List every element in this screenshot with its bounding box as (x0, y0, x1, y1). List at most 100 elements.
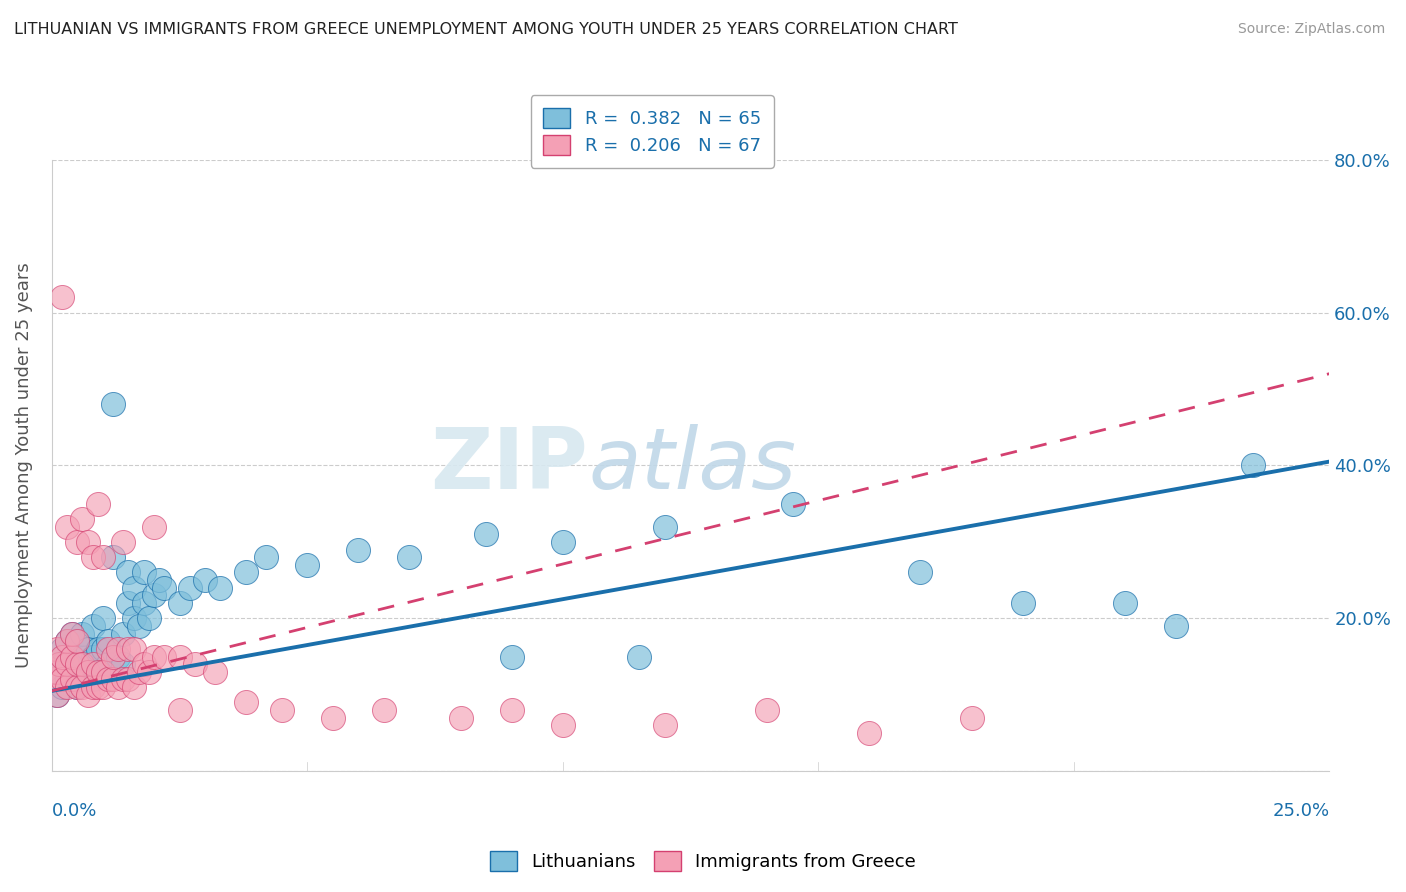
Point (60, 673, 83, 687)
Point (76, 673, 98, 687)
Point (82, 649, 104, 664)
Point (66, 657, 89, 672)
Point (51, 641, 73, 656)
Point (101, 550, 124, 565)
Point (628, 649, 651, 664)
Text: LITHUANIAN VS IMMIGRANTS FROM GREECE UNEMPLOYMENT AMONG YOUTH UNDER 25 YEARS COR: LITHUANIAN VS IMMIGRANTS FROM GREECE UNE… (14, 22, 957, 37)
Text: atlas: atlas (588, 424, 796, 507)
Point (45, 641, 67, 656)
Point (56, 519, 79, 533)
Point (1011, 596, 1033, 610)
Point (91, 611, 114, 625)
Point (148, 573, 170, 587)
Point (138, 665, 160, 679)
Point (101, 397, 124, 411)
Point (87, 680, 110, 694)
Point (82, 673, 104, 687)
Point (270, 703, 292, 717)
Point (76, 688, 98, 702)
Point (60, 673, 83, 687)
Point (87, 665, 110, 679)
Point (654, 519, 676, 533)
Point (551, 718, 574, 732)
Point (97, 634, 120, 648)
Point (56, 657, 79, 672)
Point (72, 680, 94, 694)
Point (82, 619, 104, 633)
Point (91, 680, 114, 694)
Point (551, 534, 574, 549)
Point (450, 711, 472, 725)
Point (122, 641, 145, 656)
Point (66, 534, 89, 549)
Point (82, 657, 104, 672)
Point (60, 626, 83, 640)
Point (1114, 596, 1136, 610)
Point (66, 657, 89, 672)
Point (169, 703, 191, 717)
Text: Source: ZipAtlas.com: Source: ZipAtlas.com (1237, 22, 1385, 37)
Point (97, 657, 120, 672)
Point (117, 641, 139, 656)
Point (72, 626, 94, 640)
Y-axis label: Unemployment Among Youth under 25 years: Unemployment Among Youth under 25 years (15, 262, 32, 668)
Text: 25.0%: 25.0% (1272, 802, 1329, 820)
Point (72, 649, 94, 664)
Point (142, 588, 165, 602)
Point (117, 566, 139, 580)
Point (76, 641, 98, 656)
Point (501, 703, 523, 717)
Point (45, 665, 67, 679)
Point (128, 619, 150, 633)
Point (117, 596, 139, 610)
Point (654, 718, 676, 732)
Point (112, 626, 135, 640)
Point (76, 534, 98, 549)
Point (112, 673, 135, 687)
Legend: Lithuanians, Immigrants from Greece: Lithuanians, Immigrants from Greece (482, 844, 924, 879)
Point (51, 673, 73, 687)
Point (91, 665, 114, 679)
Point (107, 641, 129, 656)
Point (48, 657, 70, 672)
Point (475, 527, 498, 541)
Point (82, 680, 104, 694)
Point (153, 581, 176, 595)
Point (132, 596, 155, 610)
Text: ZIP: ZIP (430, 424, 588, 507)
Point (254, 550, 277, 565)
Point (60, 649, 83, 664)
Point (87, 641, 110, 656)
Point (132, 657, 155, 672)
Point (66, 680, 89, 694)
Point (858, 726, 880, 740)
Point (107, 649, 129, 664)
Point (122, 581, 145, 595)
Point (44, 673, 66, 687)
Point (235, 695, 257, 709)
Point (132, 566, 155, 580)
Point (184, 657, 207, 672)
Point (142, 519, 165, 533)
Point (66, 634, 89, 648)
Point (72, 512, 94, 526)
Point (194, 573, 217, 587)
Point (101, 673, 124, 687)
Point (169, 649, 191, 664)
Point (373, 703, 395, 717)
Point (45, 688, 67, 702)
Point (72, 657, 94, 672)
Point (179, 581, 201, 595)
Point (153, 649, 176, 664)
Point (60, 626, 83, 640)
Point (66, 634, 89, 648)
Point (910, 566, 932, 580)
Text: 0.0%: 0.0% (52, 802, 97, 820)
Legend: R =  0.382   N = 65, R =  0.206   N = 67: R = 0.382 N = 65, R = 0.206 N = 67 (530, 95, 773, 168)
Point (45, 665, 67, 679)
Point (45, 688, 67, 702)
Point (235, 566, 257, 580)
Point (169, 596, 191, 610)
Point (51, 290, 73, 304)
Point (87, 497, 110, 511)
